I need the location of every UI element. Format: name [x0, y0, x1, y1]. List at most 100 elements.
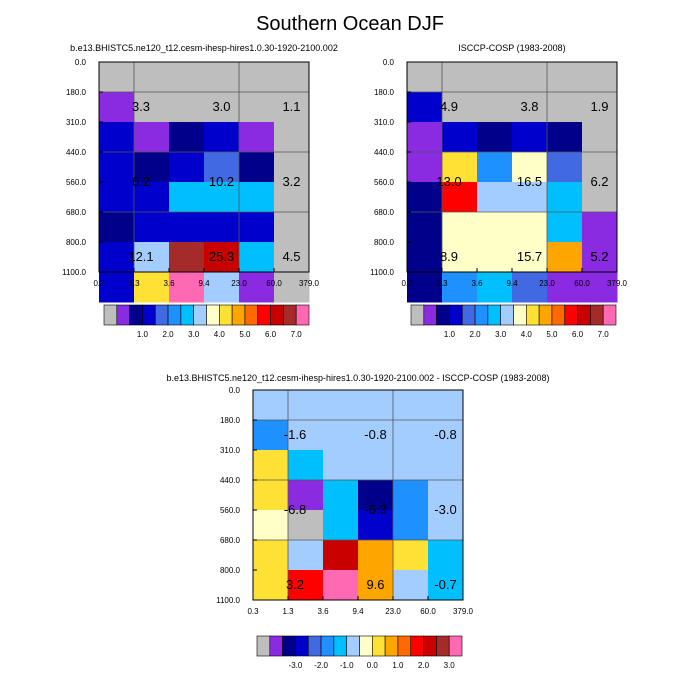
heatmap-cell — [323, 570, 359, 601]
heatmap-cell — [204, 242, 240, 273]
heatmap-cell — [239, 182, 275, 213]
x-tick-label: 379.0 — [299, 279, 320, 288]
heatmap-cell — [582, 242, 618, 273]
heatmap-cell — [323, 420, 359, 451]
colorbar-box — [231, 304, 246, 326]
heatmap-cell — [477, 152, 513, 183]
heatmap-cell — [428, 570, 464, 601]
colorbar-box — [410, 635, 424, 657]
heatmap-cell — [477, 212, 513, 243]
colorbar-box — [333, 635, 347, 657]
data-label: 10.2 — [209, 174, 234, 189]
heatmap-cell — [393, 540, 429, 571]
colorbar-box — [384, 635, 399, 657]
colorbar-box — [257, 304, 271, 326]
data-label: -6.3 — [364, 502, 386, 517]
heatmap-cell — [358, 510, 394, 541]
colorbar-label: 0.0 — [367, 661, 379, 670]
data-label: 3.0 — [212, 99, 230, 114]
y-tick-label: 1100.0 — [62, 268, 86, 277]
y-tick-label: 310.0 — [66, 118, 87, 127]
heatmap-cell — [288, 510, 324, 541]
y-tick-label: 440.0 — [66, 148, 87, 157]
colorbar-box — [320, 635, 335, 657]
heatmap-cell — [477, 92, 513, 123]
heatmap-cell — [274, 122, 310, 153]
heatmap-cell — [288, 570, 324, 601]
colorbar-box — [487, 304, 501, 326]
data-label: -0.7 — [434, 577, 456, 592]
heatmap-cell — [99, 212, 135, 243]
heatmap-cell — [407, 122, 443, 153]
heatmap-cell — [393, 570, 429, 601]
panel-title: b.e13.BHISTC5.ne120_t12.cesm-ihesp-hires… — [166, 373, 549, 383]
heatmap-cell — [442, 92, 478, 123]
colorbar-box — [283, 304, 297, 326]
x-tick-label: 0.3 — [401, 279, 413, 288]
colorbar-label: 1.0 — [137, 330, 149, 339]
colorbar-box — [142, 304, 156, 326]
x-tick-label: 9.4 — [352, 607, 364, 616]
heatmap-cell — [253, 450, 289, 481]
colorbar-box — [346, 635, 360, 657]
heatmap-cell — [512, 212, 548, 243]
heatmap-cell — [204, 272, 240, 303]
heatmap-cell — [288, 420, 324, 451]
heatmap-cell — [512, 92, 548, 123]
colorbar-label: 4.0 — [521, 330, 533, 339]
heatmap-cell — [134, 92, 170, 123]
heatmap-cell — [428, 510, 464, 541]
heatmap-cell — [547, 182, 583, 213]
colorbar-box — [270, 304, 284, 326]
x-tick-label: 3.6 — [471, 279, 483, 288]
colorbar-box — [526, 304, 540, 326]
data-label: -6.8 — [284, 502, 306, 517]
colorbar-box — [538, 304, 553, 326]
heatmap-cell — [274, 92, 310, 123]
heatmap-cell — [204, 122, 240, 153]
colorbar-label: 3.0 — [188, 330, 200, 339]
data-label: -0.8 — [434, 427, 456, 442]
data-label: 16.5 — [517, 174, 542, 189]
heatmap-cell — [428, 420, 464, 451]
heatmap-cell — [582, 62, 618, 93]
y-tick-label: 310.0 — [220, 446, 241, 455]
colorbar-label: -1.0 — [340, 661, 354, 670]
data-label: -1.6 — [284, 427, 306, 442]
data-label: 9.6 — [366, 577, 384, 592]
data-label: 3.8 — [520, 99, 538, 114]
heatmap-cell — [547, 242, 583, 273]
data-label: 4.5 — [282, 249, 300, 264]
heatmap-cell — [169, 152, 205, 183]
colorbar-box — [359, 635, 373, 657]
colorbar-box — [180, 304, 194, 326]
y-tick-label: 440.0 — [374, 148, 395, 157]
heatmap-cell — [512, 152, 548, 183]
colorbar-box — [244, 304, 259, 326]
heatmap-cell — [428, 540, 464, 571]
heatmap-cell — [582, 212, 618, 243]
heatmap-cell — [204, 152, 240, 183]
colorbar-label: 1.0 — [392, 661, 404, 670]
heatmap-cell — [428, 450, 464, 481]
heatmap-cell — [323, 480, 359, 511]
y-tick-label: 180.0 — [220, 416, 241, 425]
data-label: 6.2 — [590, 174, 608, 189]
heatmap-cell — [239, 62, 275, 93]
y-tick-label: 680.0 — [220, 536, 241, 545]
figure-title: Southern Ocean DJF — [256, 13, 444, 35]
heatmap-cell — [512, 242, 548, 273]
y-tick-label: 0.0 — [383, 58, 395, 67]
y-tick-label: 1100.0 — [216, 596, 240, 605]
heatmap-cell — [582, 182, 618, 213]
heatmap-cell — [274, 212, 310, 243]
colorbar-box — [513, 304, 527, 326]
colorbar-label: -3.0 — [289, 661, 303, 670]
heatmap-cell — [253, 390, 289, 421]
heatmap-cell — [134, 242, 170, 273]
panel-title: ISCCP-COSP (1983-2008) — [458, 43, 565, 53]
heatmap-cell — [393, 480, 429, 511]
x-tick-label: 0.3 — [93, 279, 105, 288]
heatmap-cell — [407, 182, 443, 213]
heatmap-cell — [239, 212, 275, 243]
